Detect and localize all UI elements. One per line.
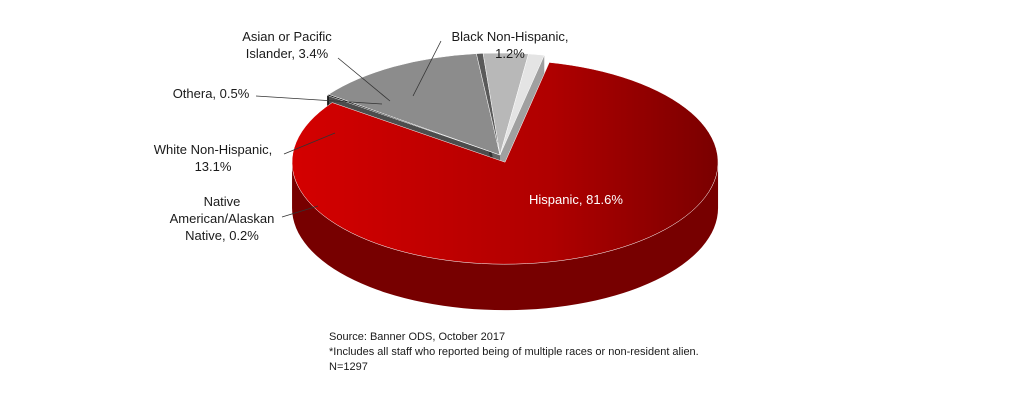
- data-label-line: Native: [204, 194, 241, 209]
- slice-hispanic: [291, 62, 719, 265]
- leader-line-white-non-hispanic: [283, 132, 336, 155]
- data-label-line: 1.2%: [495, 46, 525, 61]
- data-label-line: Othera, 0.5%: [173, 86, 250, 101]
- data-label-hispanic: Hispanic, 81.6%: [529, 192, 623, 207]
- data-label-line: American/Alaskan: [170, 211, 275, 226]
- data-label-line: Native, 0.2%: [185, 228, 259, 243]
- slice-white-non-hispanic: [328, 53, 501, 156]
- leader-line-native-american-alaskan-native: [281, 205, 319, 218]
- data-label-native-american-alaskan-native: Native American/Alaskan Native, 0.2%: [170, 194, 275, 243]
- sample-size-note: N=1297: [329, 361, 368, 373]
- footnote: *Includes all staff who reported being o…: [329, 346, 699, 358]
- data-label-line: Islander, 3.4%: [246, 46, 329, 61]
- leader-line-othera: [255, 95, 383, 105]
- slice-black-non-hispanic: [499, 53, 545, 156]
- data-label-white-non-hispanic: White Non-Hispanic, 13.1%: [154, 142, 273, 174]
- data-label-line: 13.1%: [195, 159, 232, 174]
- slice-side-hispanic: [292, 162, 719, 311]
- data-label-asian-or-pacific-islander: Asian or Pacific Islander, 3.4%: [242, 29, 332, 61]
- chart-notes: Source: Banner ODS, October 2017 *Includ…: [329, 330, 699, 375]
- source-note: Source: Banner ODS, October 2017: [329, 331, 506, 343]
- data-label-line: Asian or Pacific: [242, 29, 332, 44]
- leader-line-black-non-hispanic: [412, 40, 442, 97]
- data-label-othera: Othera, 0.5%: [173, 86, 250, 101]
- data-label-line: Hispanic, 81.6%: [529, 192, 623, 207]
- data-label-line: Black Non-Hispanic,: [451, 29, 568, 44]
- leader-line-asian-or-pacific-islander: [337, 57, 391, 102]
- data-label-line: White Non-Hispanic,: [154, 142, 273, 157]
- data-label-black-non-hispanic: Black Non-Hispanic, 1.2%: [451, 29, 568, 61]
